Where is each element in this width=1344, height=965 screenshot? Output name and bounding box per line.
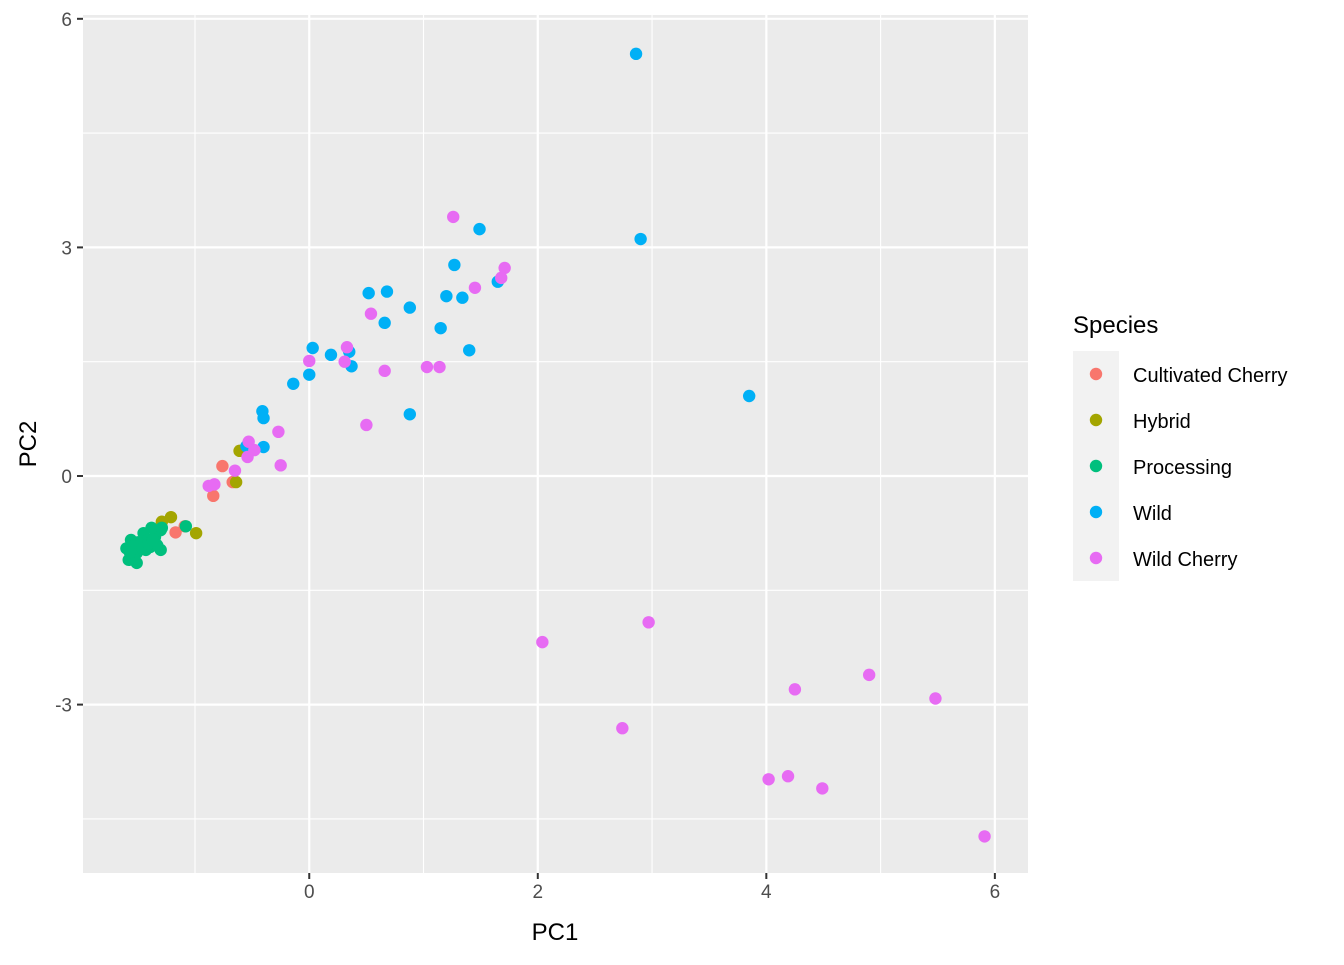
data-point	[241, 450, 254, 464]
data-point	[164, 510, 178, 524]
data-point	[123, 546, 137, 559]
legend-label: Wild	[1133, 503, 1172, 525]
data-point	[207, 489, 220, 503]
data-point	[378, 316, 391, 330]
data-point	[742, 389, 756, 403]
y-tick-label: -3	[55, 696, 72, 717]
data-point	[378, 364, 391, 378]
data-point	[274, 459, 287, 472]
data-point	[463, 344, 476, 357]
data-point	[340, 341, 354, 354]
data-point	[228, 464, 242, 477]
data-point	[306, 341, 319, 355]
data-point	[179, 520, 193, 533]
data-point	[447, 210, 460, 224]
data-point	[781, 770, 795, 783]
legend: Species Cultivated Cherry Hybrid Processin…	[1073, 312, 1288, 581]
data-points	[120, 47, 991, 843]
data-point	[468, 281, 482, 294]
data-point	[862, 668, 876, 682]
data-point	[145, 521, 158, 535]
x-tick-label: 6	[990, 882, 1001, 903]
data-point	[978, 830, 991, 843]
data-point	[229, 475, 243, 489]
data-point	[448, 258, 461, 272]
data-point	[788, 683, 802, 696]
data-point	[434, 321, 447, 335]
data-point	[380, 285, 394, 298]
legend-key	[1089, 551, 1103, 565]
data-point	[303, 354, 316, 368]
data-point	[403, 408, 417, 421]
data-point	[616, 722, 629, 735]
x-tick-label: 0	[304, 882, 315, 903]
legend-key	[1089, 413, 1103, 427]
data-point	[364, 307, 378, 320]
data-point	[403, 301, 417, 314]
data-point	[433, 360, 446, 374]
data-point	[146, 533, 159, 547]
data-point	[634, 232, 647, 246]
data-point	[816, 782, 829, 795]
data-point	[642, 616, 655, 629]
data-point	[762, 773, 775, 786]
y-axis-label: PC2	[15, 421, 42, 468]
data-point	[208, 478, 221, 491]
data-point	[629, 47, 643, 61]
data-point	[473, 222, 486, 236]
y-tick-label: 0	[61, 467, 72, 488]
data-point	[420, 360, 434, 374]
panel-background	[83, 15, 1028, 873]
legend-label: Cultivated Cherry	[1133, 365, 1288, 387]
gridlines	[83, 15, 1028, 873]
data-point	[495, 271, 508, 285]
data-point	[169, 526, 182, 539]
legend-label: Hybrid	[1133, 411, 1191, 433]
x-tick-label: 4	[761, 882, 772, 903]
legend-label: Wild Cherry	[1133, 549, 1237, 571]
data-point	[536, 635, 549, 649]
data-point	[216, 459, 229, 473]
data-point	[189, 526, 203, 540]
data-point	[257, 411, 270, 425]
data-point	[440, 289, 453, 303]
legend-label: Processing	[1133, 457, 1232, 479]
legend-key	[1089, 459, 1103, 473]
data-point	[303, 368, 316, 381]
y-tick-label: 6	[61, 10, 72, 31]
legend-key	[1089, 505, 1103, 519]
data-point	[155, 521, 169, 535]
data-point	[456, 291, 469, 304]
x-axis-label: PC1	[532, 919, 579, 946]
data-point	[360, 418, 373, 432]
data-point	[338, 355, 351, 368]
legend-key	[1089, 367, 1103, 381]
x-tick-label: 2	[532, 882, 543, 903]
y-tick-label: 3	[61, 238, 72, 259]
legend-title: Species	[1073, 312, 1158, 339]
axes: 0 2 4 6 -3 0 3 6	[55, 10, 1000, 903]
data-point	[498, 261, 511, 275]
data-point	[324, 348, 338, 362]
data-point	[929, 692, 942, 705]
data-point	[362, 286, 375, 300]
data-point	[272, 425, 285, 439]
data-point	[287, 377, 300, 391]
